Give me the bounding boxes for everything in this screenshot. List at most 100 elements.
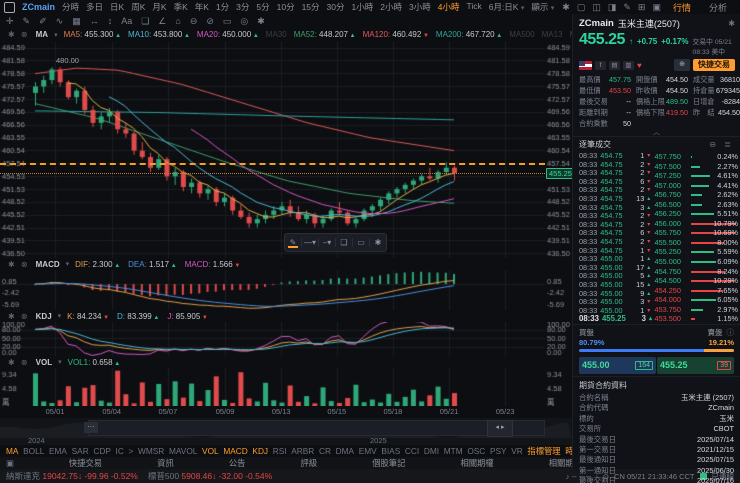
- line-weight-icon[interactable]: –▾: [319, 238, 336, 247]
- tick-section-icons[interactable]: ⊖ ≣: [709, 140, 734, 149]
- draw-tool-icon[interactable]: ↕: [107, 16, 113, 26]
- info-tab-個股筆記[interactable]: 個股筆記: [372, 458, 406, 468]
- price-ladder[interactable]: 457.750 0.24% 457.500 2.27% 457.250 4.61% 457.…: [655, 152, 738, 324]
- ask-box[interactable]: 455.25 39: [657, 356, 734, 374]
- draw-tool-icon[interactable]: ✛: [6, 15, 14, 26]
- quote-settings-icon[interactable]: ✱: [728, 19, 735, 28]
- draw-tool-icon[interactable]: ⊘: [206, 15, 214, 26]
- draw-tool-icon[interactable]: Aa: [121, 16, 133, 26]
- scrubber-viewport[interactable]: [88, 420, 545, 436]
- draw-tool-icon[interactable]: ✱: [257, 15, 265, 26]
- delete-icon[interactable]: ▭: [353, 238, 370, 247]
- draw-tool-icon[interactable]: ✐: [39, 15, 47, 26]
- timeframe-tab[interactable]: 周K: [131, 2, 146, 12]
- timeframe-tab[interactable]: Tick: [466, 1, 482, 11]
- timeframe-tab[interactable]: 4小時: [437, 2, 460, 12]
- draw-tool-icon[interactable]: ∿: [55, 15, 64, 26]
- favorite-icon[interactable]: ♥: [637, 60, 642, 70]
- info-tab-評級[interactable]: 評級: [300, 458, 318, 468]
- indicator-tab-WMSR[interactable]: WMSR: [138, 446, 165, 456]
- chart-action-icon[interactable]: ◨: [607, 1, 617, 12]
- index-quote[interactable]: 納斯達克 19042.75↓ -99.96 -0.52%: [6, 470, 138, 482]
- draw-tool-icon[interactable]: ▦: [72, 15, 81, 26]
- index-quote[interactable]: 標普500 5908.46↓ -32.00 -0.54%: [148, 470, 272, 482]
- indicator-tab-DMA[interactable]: DMA: [335, 446, 355, 456]
- draw-tool-icon[interactable]: ↔: [89, 16, 99, 26]
- duplicate-icon[interactable]: ❑: [336, 238, 353, 247]
- chart-action-icon[interactable]: ▢: [576, 1, 586, 12]
- view-tab-分析[interactable]: 分析: [708, 2, 727, 13]
- trade-mini-button[interactable]: ⊕: [674, 59, 690, 71]
- collapse-chevron[interactable]: ︿: [653, 129, 660, 136]
- quote-mini-icon[interactable]: f: [595, 60, 606, 70]
- timeframe-tab[interactable]: 1分: [215, 2, 230, 12]
- info-tab-公告[interactable]: 公告: [228, 458, 246, 468]
- info-tab-相關期貨[interactable]: 相關期貨: [548, 458, 582, 468]
- indicator-tab-BOLL[interactable]: BOLL: [23, 446, 45, 456]
- indicator-tab-MAVOL[interactable]: MAVOL: [168, 446, 198, 456]
- info-tab-相關期權[interactable]: 相關期權: [460, 458, 494, 468]
- candlestick-chart[interactable]: [0, 42, 572, 258]
- chart-action-icon[interactable]: ✱: [562, 1, 570, 12]
- timeframe-tab[interactable]: 季K: [173, 2, 188, 12]
- info-tab-快捷交易[interactable]: 快捷交易: [68, 458, 103, 468]
- quote-mini-icon[interactable]: ▤: [609, 60, 620, 70]
- indicator-tab-OSC[interactable]: OSC: [467, 446, 486, 456]
- info-tab-資訊[interactable]: 資訊: [157, 458, 174, 468]
- timeframe-tab[interactable]: 2小時: [380, 2, 402, 12]
- draw-tool-icon[interactable]: ∠: [158, 15, 167, 26]
- indicator-tab-PSY[interactable]: PSY: [489, 446, 507, 456]
- timeframe-tab[interactable]: 分時: [62, 2, 80, 12]
- indicator-tab-IC[interactable]: IC: [115, 446, 124, 456]
- view-tab-行情[interactable]: 行情: [672, 2, 691, 13]
- timeline-scrubber[interactable]: ⋯ ◂ ▸ 2024 2025: [0, 418, 572, 445]
- indicator-tab-MACD[interactable]: MACD: [223, 446, 248, 456]
- indicator-tab-VR[interactable]: VR: [511, 446, 523, 456]
- timeframe-tab[interactable]: 月K: [152, 2, 167, 12]
- drawn-horizontal-line[interactable]: [0, 163, 545, 166]
- volume-chart[interactable]: [0, 368, 572, 406]
- timeframe-tab[interactable]: 3分: [236, 2, 250, 12]
- timeframe-tab[interactable]: 日K: [110, 2, 125, 12]
- timeframe-tab[interactable]: 年K: [194, 2, 209, 12]
- timeframe-tab[interactable]: 10分: [276, 2, 295, 12]
- chart-action-icon[interactable]: ◫: [592, 1, 601, 12]
- tick-trade-list[interactable]: 08:33 454.75 1 ▾ 08:33 454.75 2 ▾ 08:33 454.75 2 ▾ 0…: [579, 151, 655, 324]
- timeframe-tab[interactable]: 30分: [326, 2, 345, 12]
- indicator-tab-EMV[interactable]: EMV: [358, 446, 377, 456]
- indicator-tab-MA[interactable]: MA: [6, 446, 19, 456]
- scrubber-zoom-control[interactable]: ◂ ▸: [487, 420, 513, 437]
- timeframe-tab[interactable]: 5分: [256, 2, 270, 12]
- indicator-tab-MTM[interactable]: MTM: [443, 446, 463, 456]
- indicator-tab-KDJ[interactable]: KDJ: [252, 446, 269, 456]
- indicator-tab-EMA[interactable]: EMA: [48, 446, 67, 456]
- indicator-tab-CDP[interactable]: CDP: [93, 446, 111, 456]
- macd-selector[interactable]: MACD: [35, 259, 60, 269]
- info-icon[interactable]: ⓘ: [726, 327, 735, 337]
- draw-tool-icon[interactable]: ⊖: [189, 15, 198, 26]
- ma-selector[interactable]: MA: [35, 30, 49, 39]
- indicator-tab-VOL[interactable]: VOL: [202, 446, 219, 456]
- kdj-chart[interactable]: [0, 322, 572, 356]
- brush-tool-icon[interactable]: ✎: [285, 238, 302, 248]
- timeframe-tab[interactable]: 6月:日K ▾: [488, 2, 525, 12]
- vol-selector[interactable]: VOL: [35, 357, 53, 367]
- draw-tool-icon[interactable]: ◎: [240, 15, 249, 26]
- draw-tool-icon[interactable]: ▭: [222, 15, 232, 26]
- kdj-selector[interactable]: KDJ: [35, 311, 52, 321]
- quick-trade-button[interactable]: 快捷交易: [693, 59, 735, 71]
- scrubber-left-handle[interactable]: ⋯: [84, 422, 98, 433]
- draw-tool-icon[interactable]: ⌂: [175, 16, 181, 26]
- kdj-settings-icon[interactable]: ✱ ⊗: [8, 311, 30, 321]
- indicator-tab-ARBR[interactable]: ARBR: [291, 446, 315, 456]
- panel-settings-icon[interactable]: ✱ ⊗: [8, 30, 30, 39]
- timeframe-tab[interactable]: 15分: [301, 2, 320, 12]
- quote-mini-icon[interactable]: ▥: [623, 60, 634, 70]
- tool-settings-icon[interactable]: ✱: [374, 238, 382, 247]
- timeframe-tab[interactable]: 多日: [86, 2, 104, 12]
- indicator-tab->[interactable]: >: [128, 446, 134, 456]
- vol-settings-icon[interactable]: ✱ ⊗: [8, 357, 30, 367]
- timeframe-tab[interactable]: 1小時: [351, 2, 374, 12]
- indicator-tab-RSI[interactable]: RSI: [272, 446, 287, 456]
- indicator-tab-指標管理[interactable]: 指標管理: [527, 446, 561, 456]
